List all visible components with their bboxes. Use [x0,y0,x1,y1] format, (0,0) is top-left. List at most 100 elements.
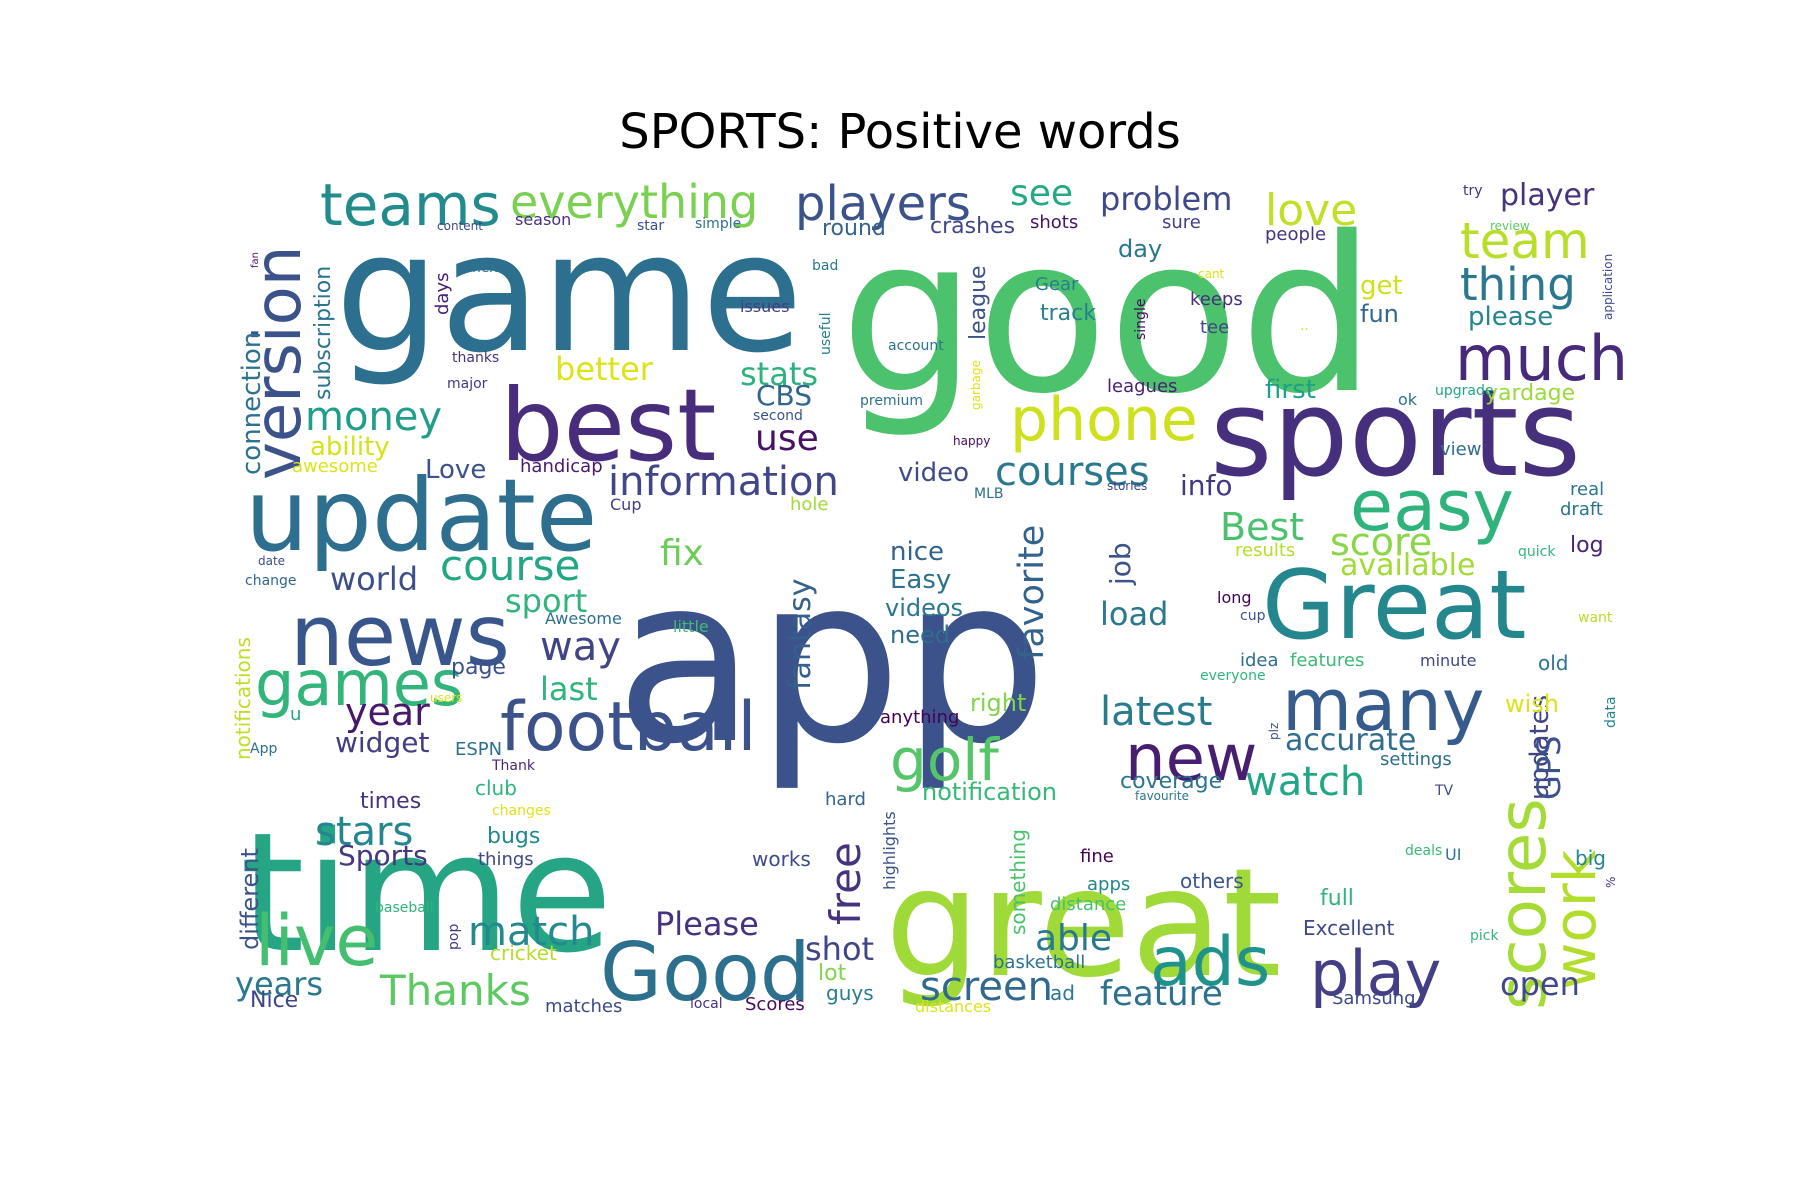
word-app: App [250,741,277,757]
word-u: u [290,704,301,725]
word-fun: fun [1360,300,1399,328]
word-hard: hard [825,789,866,810]
word-little: little [673,617,709,636]
word-stars: stars [315,809,413,855]
word-latest: latest [1100,689,1212,735]
word-nice: Nice [250,988,298,1013]
word-watch: watch [1245,759,1365,805]
word-distances: distances [915,997,991,1016]
word-mlb: MLB [974,486,1003,502]
word-sport: sport [505,582,587,620]
word-simple: simple [695,216,741,232]
word-version: version [242,246,316,480]
word-round: round [822,216,886,241]
word-long: long [1217,588,1252,607]
word-awesome: awesome [292,456,378,477]
word-different: different [236,848,264,950]
word-much: much [1455,322,1628,395]
word-wish: wish [1505,690,1559,718]
word-best: Best [1220,505,1304,549]
word--: .. [1300,318,1309,334]
word-star: star [637,218,664,234]
word-matches: matches [545,996,622,1017]
word-updates: updates [1525,695,1555,800]
word-single: single [1133,299,1149,340]
word-tv: TV [1434,783,1454,799]
word-basketball: basketball [993,952,1085,973]
word-fine: fine [1080,846,1114,867]
word-change: change [245,573,297,589]
word-times: times [360,789,421,814]
word-golf: golf [890,726,1000,794]
word-hole: hole [790,494,829,515]
word-live: live [255,900,378,982]
word-good: Good [600,926,811,1019]
word-bugs: bugs [487,824,540,849]
word-courses: courses [995,449,1150,495]
word-score: score [1330,520,1432,564]
word-problem: problem [1100,180,1232,218]
word-full: full [1320,886,1354,911]
word-deals: deals [1405,843,1442,859]
word-season: season [515,210,571,229]
word--: % [1604,877,1618,888]
word-scores: Scores [745,994,805,1015]
word-things: things [478,849,534,870]
word-connection: connection [237,332,267,475]
word-ok: ok [1398,390,1418,409]
word-others: others [1180,869,1244,893]
word-excellent: Excellent [1303,916,1395,940]
word-everyone: everyone [1200,668,1266,684]
word-upgrade: upgrade [1435,383,1493,399]
word-pop: pop [446,924,462,950]
word-local: local [690,996,723,1012]
word-league: league [966,265,991,340]
word-football: football [500,688,756,767]
word-ability: ability [310,432,390,462]
word-available: available [1340,548,1475,583]
word-accurate: accurate [1285,723,1416,758]
word-highlights: highlights [880,811,899,890]
word-free: free [821,842,870,925]
word-want: want [1578,610,1613,626]
word-minute: minute [1420,651,1476,670]
word-old: old [1538,651,1569,675]
word-video: video [898,458,969,488]
word-info: info [1180,469,1233,502]
word-cricket: cricket [490,941,557,965]
word-stories: stories [1107,479,1147,493]
word-great: great [885,837,1282,1011]
word-samsung: Samsung [1332,988,1416,1009]
word-handicap: handicap [520,456,603,477]
word-apps: apps [1087,874,1130,895]
word-play: play [1310,937,1441,1010]
word-new: new [1125,722,1257,796]
word-need: need [890,621,950,649]
word-ui: UI [1445,845,1461,864]
word-feature: feature [1100,974,1223,1014]
word-coverage: coverage [1120,769,1222,794]
word-best: best [500,367,716,484]
word-work: work [1541,849,1609,990]
word-notifications: notifications [231,637,255,760]
word-good: good [840,190,1376,441]
word-big: big [1575,846,1606,870]
word-right: right [970,689,1026,717]
word-use: use [755,418,819,459]
word-get: get [1360,271,1403,301]
word-content: content [437,219,483,233]
word-gps: GPS [1530,736,1568,800]
word-real: real [1570,479,1604,500]
word-application: application [1601,254,1615,320]
word-please: Please [655,905,759,943]
word-please: please [1468,302,1553,332]
word-ads: ads [1150,923,1270,1002]
word-players: players [795,176,971,232]
word-thank: Thank [491,758,536,774]
word-garbage: garbage [969,360,983,410]
word-easy: easy [1350,465,1514,547]
word-view: view [1440,439,1481,460]
word-users: users [430,691,462,705]
word-settings: settings [1380,749,1452,770]
